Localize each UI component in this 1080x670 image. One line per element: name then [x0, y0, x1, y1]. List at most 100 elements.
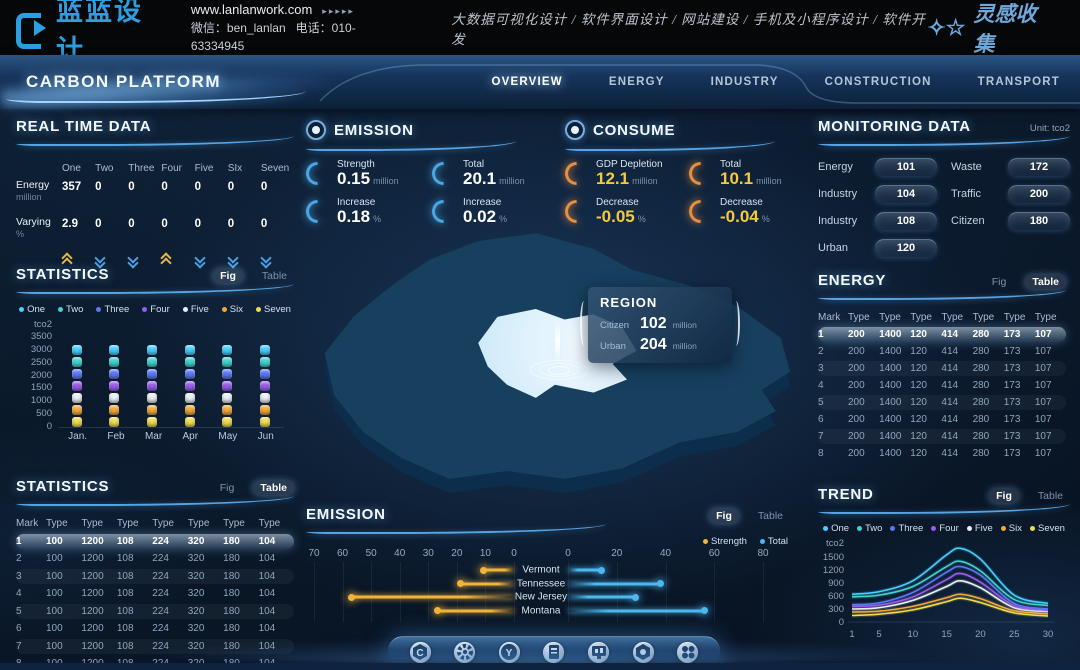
fig-tab[interactable]: Fig: [219, 482, 235, 494]
table-row[interactable]: 4 100 1200 108 224 320 180 104: [16, 586, 294, 601]
table-tab[interactable]: Table: [757, 510, 783, 522]
stat-label: Increase: [463, 196, 502, 208]
table-row[interactable]: 3 100 1200 108 224 320 180 104: [16, 568, 294, 584]
charging-station-icon[interactable]: [543, 641, 565, 663]
nut-icon-glyph: [636, 644, 651, 660]
strength-bar[interactable]: [433, 607, 514, 614]
fig-tab[interactable]: Fig: [989, 489, 1019, 503]
monitor-icon[interactable]: [588, 641, 610, 663]
nav-tab-energy[interactable]: ENERGY: [608, 76, 665, 88]
table-row[interactable]: 7 100 1200 108 224 320 180 104: [16, 638, 294, 654]
stacked-column-may[interactable]: [222, 344, 233, 427]
cell-value: 1400: [879, 430, 902, 442]
collect-link[interactable]: ✧☆ 灵感收集: [927, 0, 1054, 58]
website-link[interactable]: www.lanlanwork.com: [190, 1, 313, 17]
table-row[interactable]: 5 200 1400 120 414 280 173 107: [818, 395, 1066, 410]
legend-item-three[interactable]: Three: [890, 523, 923, 534]
arc-icon: [684, 195, 717, 228]
nav-tab-transport[interactable]: TRANSPORT: [977, 76, 1060, 88]
legend-item-two[interactable]: Two: [857, 523, 882, 534]
apps-icon[interactable]: [677, 641, 699, 663]
stacked-column-apr[interactable]: [184, 344, 195, 427]
stacked-column-mar[interactable]: [147, 344, 158, 427]
statistics-title: STATISTICS: [16, 266, 110, 283]
table-tab[interactable]: Table: [1037, 490, 1063, 502]
table-row[interactable]: 4 200 1400 120 414 280 173 107: [818, 378, 1066, 393]
total-bar[interactable]: [568, 607, 708, 614]
stacked-column-jan[interactable]: [71, 344, 82, 427]
fig-tab[interactable]: Fig: [709, 509, 739, 523]
table-row[interactable]: 7 200 1400 120 414 280 173 107: [818, 429, 1066, 444]
total-bar[interactable]: [568, 580, 664, 587]
table-row[interactable]: 3 200 1400 120 414 280 173 107: [818, 361, 1066, 376]
legend-item-five[interactable]: Five: [966, 523, 993, 534]
nav-tab-construction[interactable]: CONSTRUCTION: [824, 76, 932, 88]
hexagon-c-icon[interactable]: C: [409, 641, 431, 663]
total-bar[interactable]: [568, 593, 640, 601]
hexagon-c-icon-glyph: C: [413, 644, 428, 660]
table-row[interactable]: 2 200 1400 120 414 280 173 107: [818, 344, 1066, 359]
segment-one: [109, 344, 120, 356]
y-tick-label: 3500: [30, 331, 52, 342]
cell-value: 108: [116, 605, 134, 617]
nut-icon[interactable]: [632, 641, 654, 663]
trend-line-one[interactable]: [851, 547, 1049, 605]
legend-item-four[interactable]: Four: [931, 523, 959, 534]
legend-item-seven[interactable]: Seven: [1030, 523, 1065, 534]
monitor-icon-glyph: [591, 646, 606, 659]
trend-line-two[interactable]: [851, 560, 1049, 607]
fig-tab[interactable]: Fig: [213, 269, 243, 283]
row-spacer: [16, 242, 294, 252]
legend-item-two[interactable]: Two: [58, 304, 83, 315]
stat-unit: million: [756, 176, 782, 186]
table-tab[interactable]: Table: [253, 481, 294, 495]
table-row[interactable]: 6 200 1400 120 414 280 173 107: [818, 412, 1066, 427]
strength-bar[interactable]: [348, 593, 514, 601]
monitoring-row: Waste 172: [951, 158, 1070, 176]
nav-tab-industry[interactable]: INDUSTRY: [710, 76, 779, 88]
y-badge-icon[interactable]: Y: [498, 641, 520, 663]
legend-item-three[interactable]: Three: [96, 304, 129, 315]
table-row[interactable]: 5 100 1200 108 224 320 180 104: [16, 603, 294, 619]
fig-tab[interactable]: Fig: [991, 276, 1007, 288]
metric-value-pill: 108: [875, 212, 937, 230]
table-row[interactable]: 8 200 1400 120 414 280 173 107: [818, 446, 1066, 461]
title-underline: [565, 141, 775, 151]
cell-value: 320: [187, 605, 205, 617]
total-bar[interactable]: [568, 566, 606, 574]
stacked-column-jun[interactable]: [260, 344, 271, 427]
cell-value: 224: [152, 605, 169, 617]
segment-four: [147, 380, 158, 392]
table-row[interactable]: 1 100 1200 108 224 320 180 104: [16, 533, 294, 549]
trend-line-three[interactable]: [851, 565, 1049, 610]
legend-item-one[interactable]: One: [19, 304, 45, 315]
table-tab[interactable]: Table: [261, 270, 287, 282]
trend-line-four[interactable]: [851, 572, 1049, 612]
svg-text:Y: Y: [506, 648, 513, 659]
legend-item-total[interactable]: Total: [759, 536, 788, 547]
legend-item-four[interactable]: Four: [142, 304, 170, 315]
table-row[interactable]: 2 100 1200 108 224 320 180 104: [16, 551, 294, 566]
stat-increase: Increase 0.02%: [427, 195, 558, 228]
strength-bar[interactable]: [479, 566, 514, 574]
stacked-column-feb[interactable]: [109, 344, 120, 427]
strength-bar[interactable]: [456, 580, 514, 587]
legend-item-five[interactable]: Five: [182, 304, 209, 315]
legend-item-six[interactable]: Six: [1000, 523, 1022, 534]
legend-dot: [1030, 526, 1035, 531]
cell-value: 357: [62, 181, 82, 193]
trend-line-seven[interactable]: [851, 597, 1049, 617]
trend-line-five[interactable]: [851, 580, 1049, 613]
gear-icon[interactable]: [454, 641, 476, 663]
nav-tab-overview[interactable]: OVERVIEW: [491, 76, 563, 88]
cell-value: 414: [941, 362, 959, 374]
table-row[interactable]: 6 100 1200 108 224 320 180 104: [16, 621, 294, 636]
table-tab[interactable]: Table: [1025, 275, 1066, 289]
stat-unit: million: [499, 176, 525, 186]
legend-item-six[interactable]: Six: [221, 304, 243, 315]
legend-item-seven[interactable]: Seven: [256, 304, 291, 315]
trend-line-six[interactable]: [851, 593, 1049, 615]
legend-item-one[interactable]: One: [823, 523, 849, 534]
table-row[interactable]: 1 200 1400 120 414 280 173 107: [818, 327, 1066, 342]
legend-item-strength[interactable]: Strength: [703, 536, 747, 547]
